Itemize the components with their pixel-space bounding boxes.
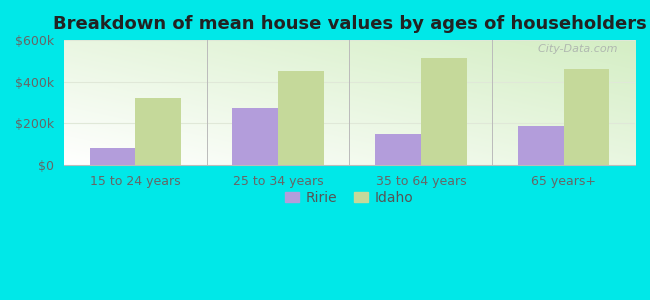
Bar	[564, 69, 609, 165]
Bar	[278, 71, 324, 165]
Bar	[232, 108, 278, 165]
Text: City-Data.com: City-Data.com	[531, 44, 618, 54]
Title: Breakdown of mean house values by ages of householders: Breakdown of mean house values by ages o…	[53, 15, 646, 33]
Bar	[518, 126, 564, 165]
Bar	[421, 58, 467, 165]
Bar	[375, 134, 421, 165]
Bar	[135, 98, 181, 165]
Legend: Ririe, Idaho: Ririe, Idaho	[280, 185, 419, 210]
Bar	[90, 148, 135, 165]
